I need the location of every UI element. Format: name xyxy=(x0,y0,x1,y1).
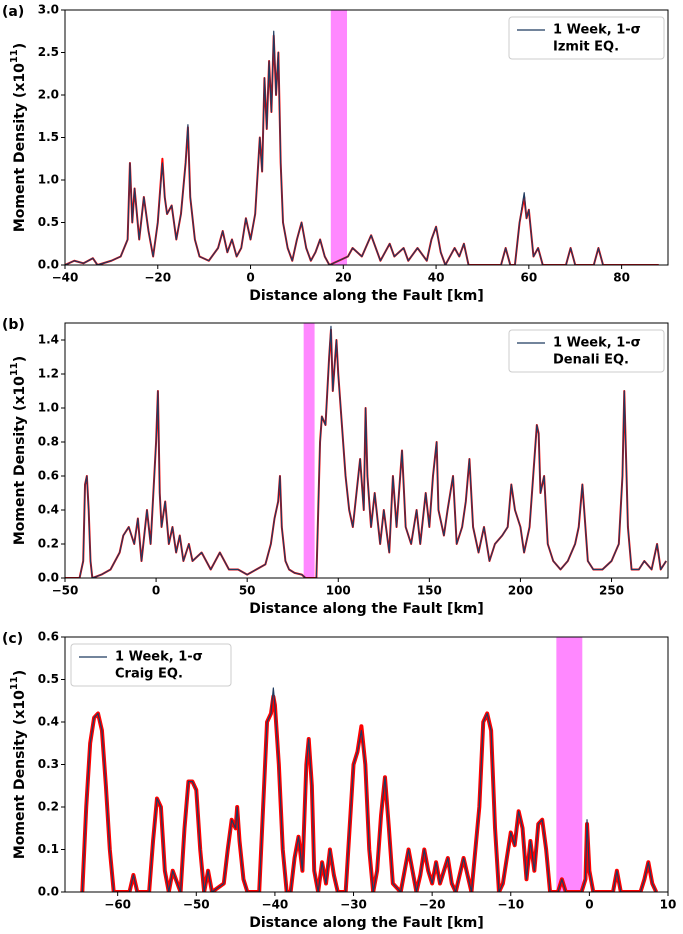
x-tick-label: 0 xyxy=(585,898,593,912)
x-tick-label: −50 xyxy=(52,584,79,598)
legend-note: Denali EQ. xyxy=(553,353,629,368)
y-tick-label: 0.4 xyxy=(38,503,59,517)
y-tick-label: 2.5 xyxy=(38,45,59,59)
legend-box xyxy=(508,329,665,373)
x-tick-label: 10 xyxy=(660,898,677,912)
y-tick-label: 0.0 xyxy=(38,571,59,585)
x-tick-label: 0 xyxy=(152,584,160,598)
highlight-band xyxy=(556,637,583,892)
y-tick-label: 2.0 xyxy=(38,88,59,102)
y-tick-label: 3.0 xyxy=(38,3,59,17)
y-axis-label: Moment Density (x1011) xyxy=(9,356,28,545)
y-tick-label: 0.2 xyxy=(38,537,59,551)
y-tick-label: 1.4 xyxy=(38,333,59,347)
legend-label: 1 Week, 1-σ xyxy=(115,650,203,665)
plot-frame xyxy=(64,322,669,579)
y-tick-label: 1.5 xyxy=(38,130,59,144)
y-label-end: ) xyxy=(12,670,28,676)
x-tick-label: 60 xyxy=(520,271,537,285)
panel: −50 0 50 100 150 200 250 0.0 0.2 0.4 0.6 0.8 1.0 1.2 1… xyxy=(2,317,669,617)
y-label-main: Moment Density (x10 xyxy=(12,376,28,545)
x-tick-label: 100 xyxy=(326,584,351,598)
legend-box xyxy=(508,16,665,60)
y-tick-label: 0.0 xyxy=(38,885,59,899)
y-label-exponent: 11 xyxy=(9,362,20,376)
y-label-end: ) xyxy=(12,43,28,49)
y-tick-label: 1.0 xyxy=(38,173,59,187)
y-tick-label: 0.2 xyxy=(38,800,59,814)
y-tick-label: 0.4 xyxy=(38,715,59,729)
legend-note: Izmit EQ. xyxy=(553,40,619,55)
x-tick-label: −10 xyxy=(497,898,524,912)
x-tick-label: −40 xyxy=(262,898,289,912)
x-tick-label: −50 xyxy=(183,898,210,912)
panel-label: (a) xyxy=(2,4,24,20)
x-axis-label: Distance along the Fault [km] xyxy=(249,915,484,931)
x-tick-label: −40 xyxy=(52,271,79,285)
highlight-band xyxy=(303,323,315,578)
y-label-main: Moment Density (x10 xyxy=(12,63,28,232)
x-tick-label: −60 xyxy=(104,898,131,912)
y-tick-label: 0.5 xyxy=(38,215,59,229)
y-tick-label: 0.3 xyxy=(38,757,59,771)
x-tick-label: −30 xyxy=(340,898,367,912)
legend-note: Craig EQ. xyxy=(115,667,183,682)
legend-box xyxy=(70,643,232,687)
y-label-exponent: 11 xyxy=(9,49,20,63)
y-label-main: Moment Density (x10 xyxy=(12,690,28,859)
x-tick-label: 150 xyxy=(417,584,442,598)
highlight-band xyxy=(330,10,348,265)
x-tick-label: −20 xyxy=(144,271,171,285)
x-tick-label: 250 xyxy=(599,584,624,598)
y-tick-label: 0.1 xyxy=(38,842,59,856)
panel: −60 −50 −40 −30 −20 −10 0 10 0.0 0.1 0.2 0.3 0.4 0.5 0… xyxy=(2,630,676,932)
x-tick-label: 40 xyxy=(428,271,445,285)
y-tick-label: 0.6 xyxy=(38,469,59,483)
legend-label: 1 Week, 1-σ xyxy=(553,23,641,38)
x-axis-label: Distance along the Fault [km] xyxy=(249,601,484,617)
y-axis-label: Moment Density (x1011) xyxy=(9,43,28,232)
y-tick-label: 1.2 xyxy=(38,367,59,381)
y-tick-label: 0.8 xyxy=(38,435,59,449)
x-tick-label: 20 xyxy=(335,271,352,285)
panel: −40 −20 0 20 40 60 80 0.0 0.5 1.0 1.5 2.0 2.5 3.0 Dist… xyxy=(2,3,669,304)
x-tick-label: 50 xyxy=(239,584,256,598)
x-tick-label: −20 xyxy=(419,898,446,912)
series-line xyxy=(65,325,667,578)
x-tick-label: 80 xyxy=(613,271,630,285)
y-label-end: ) xyxy=(12,356,28,362)
series-line xyxy=(81,687,657,892)
panel-label: (b) xyxy=(2,317,25,333)
y-tick-label: 0.0 xyxy=(38,258,59,272)
y-axis-label: Moment Density (x1011) xyxy=(9,670,28,859)
legend-label: 1 Week, 1-σ xyxy=(553,336,641,351)
y-tick-label: 0.5 xyxy=(38,672,59,686)
x-axis-label: Distance along the Fault [km] xyxy=(249,288,484,304)
x-tick-label: 200 xyxy=(508,584,533,598)
y-tick-label: 1.0 xyxy=(38,401,59,415)
series-line xyxy=(65,34,659,265)
x-tick-label: 0 xyxy=(246,271,254,285)
y-label-exponent: 11 xyxy=(9,676,20,690)
panel-label: (c) xyxy=(2,631,23,647)
series-line xyxy=(65,30,659,265)
y-tick-label: 0.6 xyxy=(38,630,59,644)
